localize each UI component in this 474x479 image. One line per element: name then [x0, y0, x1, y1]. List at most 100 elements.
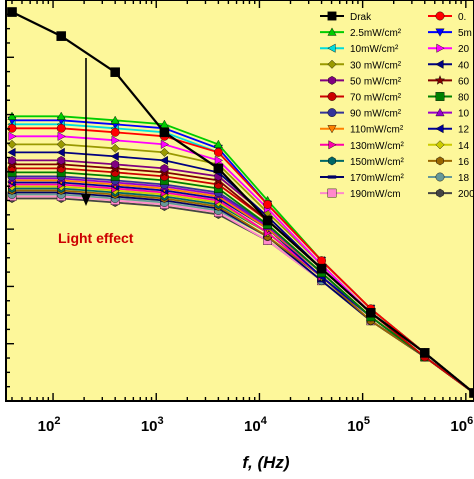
- legend-label: 0.: [458, 12, 466, 23]
- data-point: [110, 67, 120, 77]
- legend-item-20: 170mW/cm²: [320, 173, 405, 184]
- data-point: [111, 159, 120, 169]
- legend-item-4: 10mW/cm²: [320, 43, 399, 55]
- x-axis: 102 103 104 105 106: [11, 0, 473, 435]
- legend-item-11: 80: [428, 92, 470, 104]
- x-tick-exponent: 3: [158, 415, 164, 427]
- legend-item-8: 50 mW/cm²: [320, 75, 402, 87]
- data-point: [419, 348, 430, 358]
- y-axis-ticks: [6, 0, 14, 402]
- x-axis-label: f, (Hz): [242, 453, 290, 472]
- data-point: [56, 123, 66, 133]
- x-tick-label: 104: [244, 415, 268, 435]
- data-point: [56, 111, 66, 120]
- legend-label: 170mW/cm²: [350, 173, 405, 184]
- annotation-layer: Light effect: [58, 58, 134, 246]
- x-tick-exponent: 2: [54, 415, 60, 427]
- legend-label: 16: [458, 157, 470, 168]
- legend-swatch-marker: [327, 59, 337, 69]
- legend-swatch-marker: [435, 59, 444, 69]
- x-tick-base: 10: [244, 418, 261, 435]
- legend-swatch-marker: [435, 92, 445, 101]
- legend-item-6: 30 mW/cm²: [320, 59, 402, 71]
- data-point: [262, 215, 273, 226]
- data-point: [57, 155, 66, 165]
- series-layer: [6, 7, 474, 398]
- legend-label: 150mW/cm²: [350, 157, 405, 168]
- legend-swatch-marker: [327, 27, 337, 36]
- legend-item-16: 130mW/cm²: [320, 140, 405, 152]
- legend-swatch-marker: [327, 125, 337, 134]
- data-point: [7, 7, 17, 17]
- legend-label: 50 mW/cm²: [350, 76, 402, 87]
- series-line: [11, 11, 474, 394]
- legend-item-3: 5m: [428, 28, 472, 39]
- series-line: [12, 167, 474, 394]
- legend-item-0: Drak: [320, 11, 372, 23]
- legend-item-21: 18: [428, 172, 470, 184]
- data-point: [317, 256, 326, 266]
- legend-label: 80: [458, 93, 470, 104]
- legend-label: 18: [458, 173, 470, 184]
- light-effect-arrow-head: [81, 194, 91, 206]
- data-point: [8, 131, 17, 141]
- legend-item-19: 16: [428, 156, 470, 168]
- legend-label: 190mW/cm: [350, 189, 401, 200]
- legend-swatch-marker: [435, 11, 445, 21]
- data-point: [213, 139, 223, 148]
- legend-item-22: 190mW/cm: [320, 188, 401, 200]
- legend-item-14: 110mW/cm²: [320, 125, 404, 136]
- legend-swatch-marker: [435, 107, 445, 117]
- legend-item-7: 40: [428, 59, 470, 71]
- legend-item-1: 0.: [428, 11, 466, 23]
- legend-item-2: 2.5mW/cm²: [320, 27, 402, 39]
- data-point: [56, 31, 67, 41]
- data-point: [8, 155, 16, 165]
- legend-label: Drak: [350, 12, 372, 23]
- legend-item-23: 200: [428, 188, 474, 200]
- x-tick-label: 102: [38, 415, 61, 435]
- legend-swatch-marker: [327, 11, 337, 21]
- legend-label: 110mW/cm²: [350, 125, 404, 136]
- legend-label: 10: [458, 109, 470, 120]
- legend-label: 14: [458, 141, 470, 152]
- data-point: [159, 155, 168, 165]
- legend-swatch-marker: [327, 43, 336, 53]
- legend-swatch-marker: [328, 156, 336, 166]
- data-point: [160, 163, 169, 173]
- legend-item-9: 60: [428, 75, 470, 87]
- legend: Drak 0. 2.5mW/cm² 5m 10mW/cm² 20 30 mW/cm² 40 50…: [320, 11, 474, 200]
- data-point: [159, 127, 170, 138]
- legend-item-10: 70 mW/cm²: [320, 92, 402, 104]
- data-point: [110, 143, 120, 153]
- legend-label: 30 mW/cm²: [350, 60, 402, 71]
- legend-item-17: 14: [428, 140, 470, 152]
- legend-swatch-marker: [328, 140, 337, 150]
- data-point: [263, 200, 273, 209]
- legend-item-18: 150mW/cm²: [320, 156, 405, 168]
- legend-label: 2.5mW/cm²: [350, 28, 402, 39]
- series-line: [12, 189, 474, 394]
- legend-swatch-marker: [436, 188, 444, 198]
- x-tick-label: 105: [347, 415, 370, 435]
- legend-swatch-marker: [327, 92, 337, 101]
- legend-label: 40: [458, 60, 470, 71]
- legend-label: 20: [458, 44, 470, 55]
- legend-label: 10mW/cm²: [350, 44, 399, 55]
- legend-swatch-marker: [435, 124, 444, 134]
- data-point: [56, 139, 66, 149]
- series-0: [7, 7, 474, 398]
- data-point: [7, 111, 17, 120]
- data-point: [110, 127, 120, 137]
- legend-swatch-marker: [327, 108, 337, 118]
- legend-item-13: 10: [428, 107, 470, 120]
- data-point: [214, 155, 223, 165]
- data-point: [111, 135, 120, 145]
- legend-swatch-marker: [327, 175, 337, 179]
- legend-label: 70 mW/cm²: [350, 93, 402, 104]
- x-tick-base: 10: [347, 418, 364, 435]
- data-point: [7, 147, 16, 157]
- x-tick-label: 106: [450, 415, 473, 435]
- legend-swatch-marker: [436, 43, 445, 53]
